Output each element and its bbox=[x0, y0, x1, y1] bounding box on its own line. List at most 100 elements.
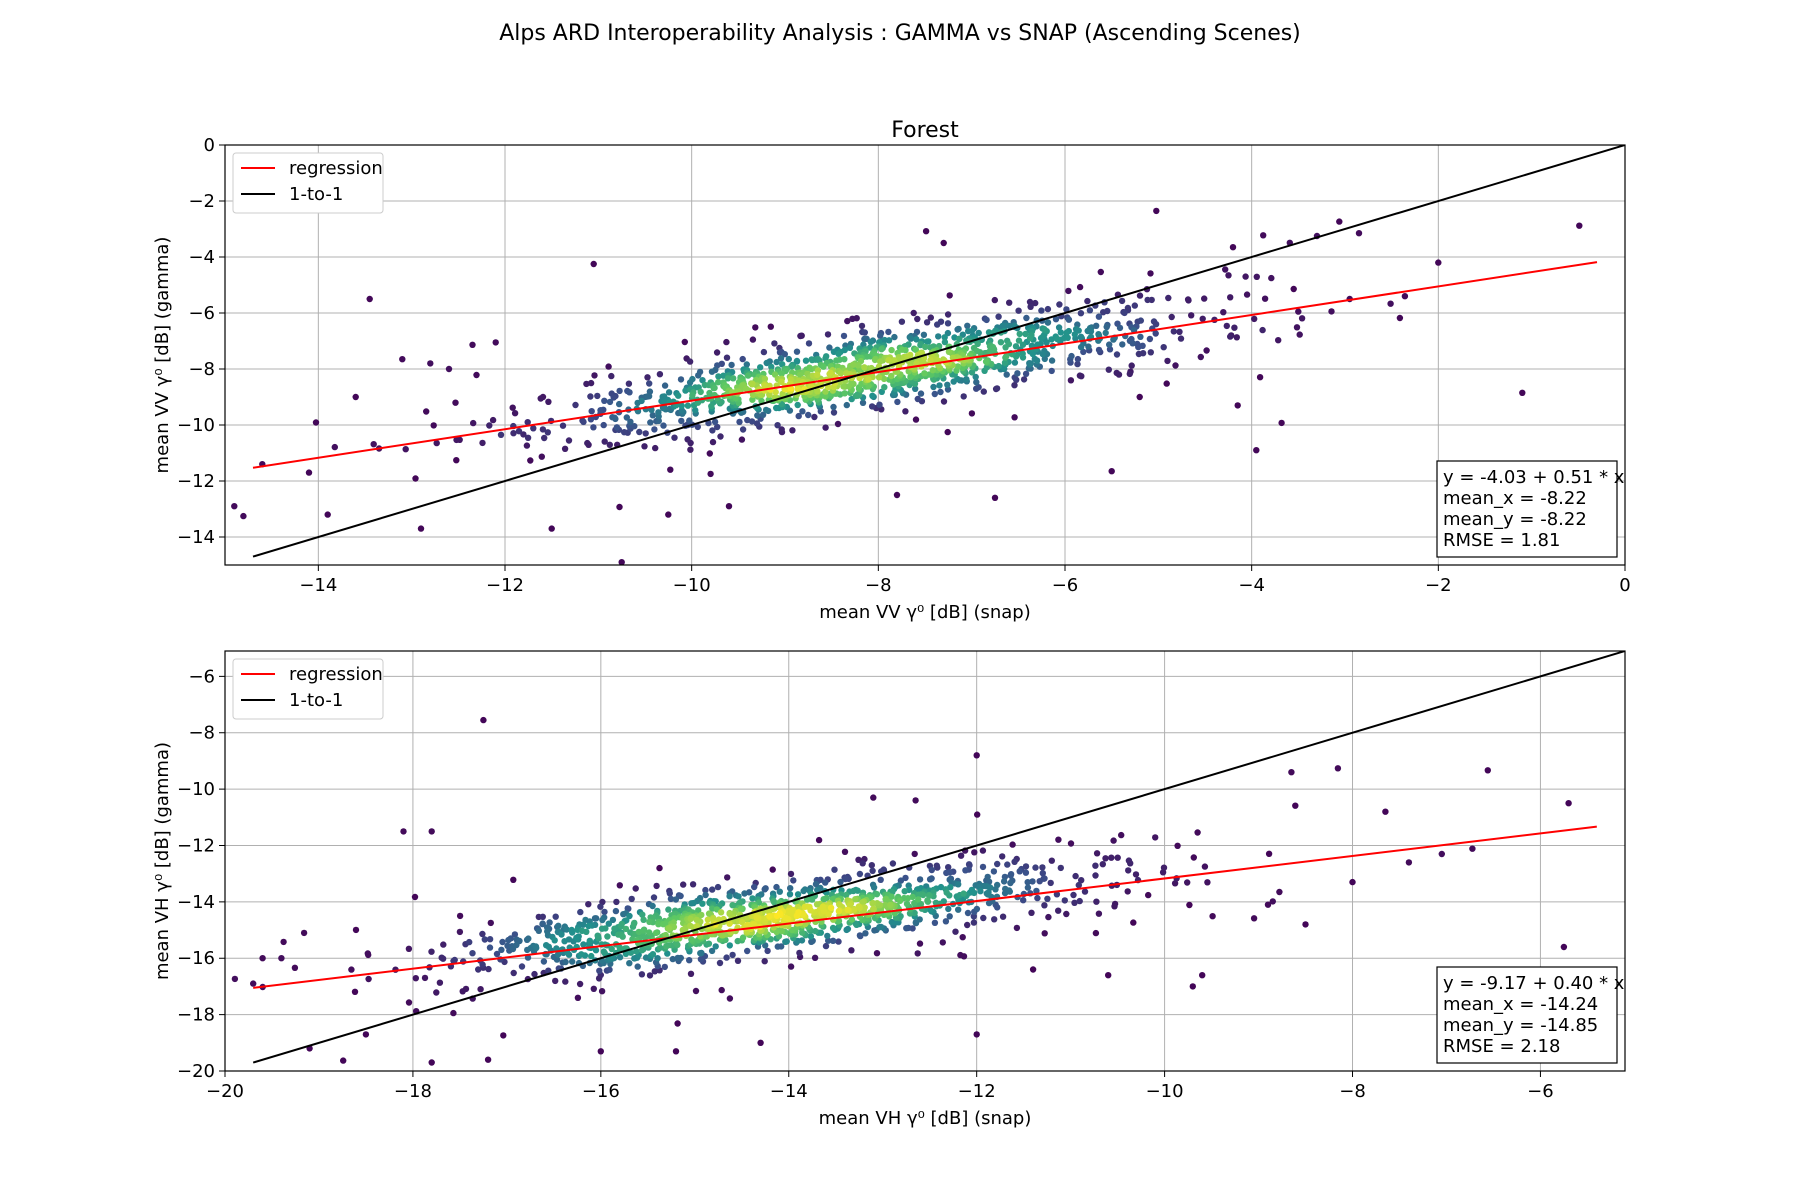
scatter-point bbox=[773, 912, 781, 919]
scatter-point bbox=[861, 904, 868, 911]
y-tick-label: −6 bbox=[188, 303, 215, 324]
scatter-point bbox=[1055, 324, 1063, 331]
scatter-point bbox=[929, 367, 936, 374]
x-tick-label: 0 bbox=[1619, 575, 1630, 596]
scatter-point bbox=[848, 947, 855, 954]
scatter-point bbox=[922, 343, 929, 351]
scatter-point bbox=[877, 876, 884, 883]
scatter-point bbox=[666, 890, 673, 897]
scatter-point bbox=[820, 363, 827, 370]
scatter-point bbox=[511, 931, 519, 938]
scatter-point bbox=[469, 950, 476, 957]
scatter-point bbox=[856, 374, 863, 382]
scatter-point bbox=[605, 363, 612, 370]
scatter-point bbox=[1220, 309, 1227, 316]
scatter-point bbox=[631, 423, 638, 430]
scatter-point bbox=[785, 355, 792, 363]
scatter-point bbox=[659, 404, 667, 412]
scatter-point bbox=[597, 903, 604, 910]
scatter-point bbox=[856, 904, 863, 912]
scatter-point bbox=[655, 409, 662, 416]
scatter-point bbox=[1006, 299, 1013, 306]
scatter-point bbox=[776, 888, 783, 895]
scatter-point bbox=[1296, 331, 1303, 338]
scatter-point bbox=[573, 934, 580, 941]
scatter-point bbox=[497, 431, 505, 438]
scatter-point bbox=[907, 351, 914, 359]
scatter-point bbox=[983, 316, 990, 324]
scatter-point bbox=[749, 336, 757, 343]
stats-equation: y = -4.03 + 0.51 * x bbox=[1443, 467, 1625, 488]
scatter-point bbox=[1026, 298, 1034, 306]
y-axis-label: mean VV γ⁰ [dB] (gamma) bbox=[152, 237, 173, 474]
scatter-point bbox=[841, 848, 849, 855]
scatter-point bbox=[989, 343, 997, 351]
scatter-point bbox=[726, 910, 733, 918]
scatter-point bbox=[917, 341, 924, 349]
scatter-point bbox=[715, 916, 723, 923]
scatter-point bbox=[665, 389, 673, 396]
scatter-point bbox=[1405, 859, 1413, 866]
scatter-point bbox=[1131, 302, 1139, 309]
scatter-point bbox=[997, 339, 1005, 346]
scatter-point bbox=[1576, 222, 1583, 229]
regression-line bbox=[252, 261, 1598, 469]
scatter-point bbox=[787, 885, 794, 892]
scatter-point bbox=[655, 921, 662, 928]
scatter-point bbox=[834, 420, 842, 428]
scatter-point bbox=[729, 902, 736, 909]
scatter-point bbox=[831, 866, 838, 873]
scatter-point bbox=[697, 956, 705, 963]
scatter-point bbox=[824, 331, 832, 338]
scatter-point bbox=[537, 395, 544, 402]
scatter-point bbox=[291, 964, 299, 971]
scatter-point bbox=[1170, 328, 1178, 335]
scatter-point bbox=[856, 932, 864, 939]
one-to-one-line bbox=[252, 651, 1625, 1064]
scatter-point bbox=[1560, 943, 1568, 951]
scatter-point bbox=[1293, 324, 1301, 331]
scatter-point bbox=[674, 1020, 681, 1027]
scatter-point bbox=[927, 906, 934, 913]
scatter-point bbox=[898, 318, 906, 325]
scatter-point bbox=[1201, 863, 1209, 870]
scatter-point bbox=[680, 881, 687, 888]
scatter-point bbox=[811, 413, 818, 421]
scatter-point bbox=[1268, 274, 1275, 282]
scatter-point bbox=[555, 922, 562, 929]
scatter-point bbox=[428, 948, 435, 955]
scatter-point bbox=[399, 356, 406, 363]
scatter-point bbox=[592, 915, 600, 922]
scatter-point bbox=[616, 503, 623, 511]
scatter-point bbox=[772, 388, 779, 396]
scatter-point bbox=[835, 908, 843, 915]
scatter-point bbox=[930, 383, 937, 391]
scatter-point bbox=[939, 939, 946, 946]
scatter-point bbox=[590, 424, 597, 431]
scatter-point bbox=[979, 847, 987, 854]
scatter-point bbox=[807, 933, 815, 940]
scatter-point bbox=[627, 418, 634, 425]
stats-box: y = -9.17 + 0.40 * x mean_x = -14.24 mea… bbox=[1436, 966, 1625, 1064]
scatter-point bbox=[841, 390, 848, 397]
scatter-point bbox=[623, 414, 630, 421]
scatter-point bbox=[850, 361, 857, 368]
scatter-point bbox=[1076, 897, 1083, 905]
scatter-point bbox=[504, 942, 511, 949]
scatter-point bbox=[1071, 331, 1079, 338]
scatter-point bbox=[1184, 879, 1191, 886]
scatter-point bbox=[1081, 888, 1089, 895]
scatter-point bbox=[605, 920, 612, 927]
scatter-point bbox=[1063, 329, 1070, 336]
scatter-point bbox=[675, 392, 682, 399]
scatter-point bbox=[940, 398, 948, 405]
scatter-point bbox=[844, 925, 852, 933]
scatter-point bbox=[1071, 899, 1078, 906]
scatter-point bbox=[946, 292, 953, 299]
scatter-point bbox=[695, 907, 702, 914]
scatter-point bbox=[486, 422, 493, 429]
scatter-point bbox=[778, 370, 785, 377]
scatter-point bbox=[914, 950, 921, 957]
scatter-point bbox=[1105, 366, 1113, 373]
